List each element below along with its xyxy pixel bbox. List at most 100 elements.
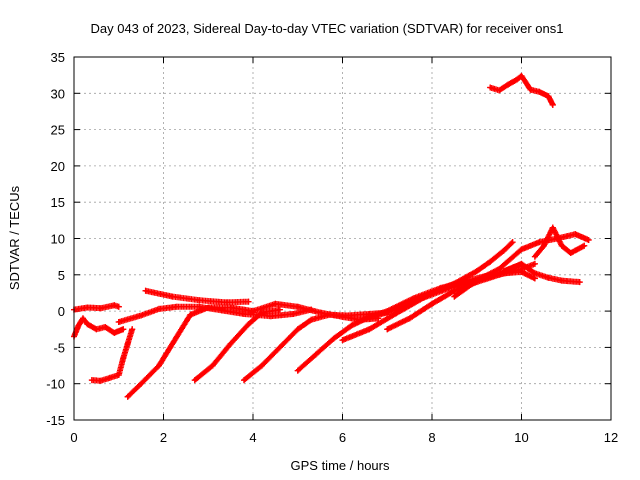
- data-point: [366, 326, 373, 333]
- x-tick-label: 0: [70, 430, 77, 445]
- y-tick-label: 30: [51, 86, 65, 101]
- data-point: [267, 313, 274, 320]
- data-point: [102, 324, 109, 331]
- data-point: [531, 260, 538, 267]
- data-point: [487, 273, 494, 280]
- data-point: [245, 321, 252, 328]
- data-point: [115, 303, 122, 310]
- series-markers: [384, 260, 538, 333]
- data-point: [361, 315, 368, 322]
- data-point: [581, 242, 588, 249]
- data-point: [196, 297, 203, 304]
- data-point: [290, 311, 297, 318]
- x-tick-label: 8: [428, 430, 435, 445]
- y-axis-label: SDTVAR / TECUs: [7, 185, 22, 290]
- data-point: [97, 377, 104, 384]
- grid-lines: [74, 57, 611, 420]
- data-point: [88, 377, 95, 384]
- series-markers: [88, 326, 136, 384]
- data-point: [536, 239, 543, 246]
- x-axis-label: GPS time / hours: [291, 458, 390, 473]
- y-tick-label: 5: [58, 268, 65, 283]
- x-tick-label: 2: [160, 430, 167, 445]
- data-point: [294, 303, 301, 310]
- data-point: [115, 371, 122, 378]
- series-markers: [124, 304, 256, 400]
- data-point: [84, 321, 91, 328]
- data-point: [294, 326, 301, 333]
- data-point: [558, 277, 565, 284]
- series-arc1: [71, 302, 122, 313]
- y-tick-label: -15: [46, 413, 65, 428]
- data-point: [384, 309, 391, 316]
- data-point: [156, 305, 163, 312]
- y-tick-label: 15: [51, 195, 65, 210]
- data-point: [138, 380, 145, 387]
- data-point: [545, 93, 552, 100]
- data-point: [218, 307, 225, 314]
- data-point: [312, 351, 319, 358]
- y-tick-label: 35: [51, 50, 65, 65]
- data-point: [111, 329, 118, 336]
- data-point: [241, 377, 248, 384]
- data-point: [187, 311, 194, 318]
- x-tick-label: 6: [339, 430, 346, 445]
- data-point: [384, 326, 391, 333]
- data-point: [518, 260, 525, 267]
- data-point: [241, 311, 248, 318]
- data-point: [272, 300, 279, 307]
- series-arc6: [115, 303, 315, 325]
- series-arc16: [531, 224, 588, 260]
- data-series: [71, 72, 592, 400]
- series-arc15: [487, 260, 583, 286]
- data-point: [79, 315, 86, 322]
- data-point: [106, 374, 113, 381]
- data-point: [129, 326, 136, 333]
- data-point: [111, 302, 118, 309]
- series-arc3: [88, 326, 136, 384]
- data-point: [527, 86, 534, 93]
- data-point: [124, 393, 131, 400]
- x-tick-label: 10: [514, 430, 528, 445]
- data-point: [505, 81, 512, 88]
- series-arc2: [71, 315, 127, 340]
- data-point: [540, 242, 547, 249]
- data-point: [173, 333, 180, 340]
- data-point: [120, 355, 127, 362]
- data-point: [518, 246, 525, 253]
- data-point: [308, 316, 315, 323]
- data-point: [75, 322, 82, 329]
- data-point: [549, 101, 556, 108]
- data-point: [209, 362, 216, 369]
- data-point: [124, 340, 131, 347]
- data-point: [500, 268, 507, 275]
- data-point: [509, 264, 516, 271]
- data-point: [509, 239, 516, 246]
- y-tick-label: 0: [58, 304, 65, 319]
- data-point: [487, 258, 494, 265]
- data-point: [84, 304, 91, 311]
- data-point: [406, 300, 413, 307]
- data-point: [518, 265, 525, 272]
- series-arc13: [384, 260, 538, 333]
- data-point: [518, 72, 525, 79]
- y-tick-label: -5: [53, 340, 65, 355]
- data-point: [196, 303, 203, 310]
- plot-frame: [73, 56, 612, 421]
- data-point: [451, 287, 458, 294]
- data-point: [451, 293, 458, 300]
- data-point: [572, 231, 579, 238]
- data-point: [227, 340, 234, 347]
- y-tick-label: 20: [51, 159, 65, 174]
- data-point: [473, 277, 480, 284]
- data-point: [276, 306, 283, 313]
- data-point: [93, 326, 100, 333]
- series-arc12: [361, 239, 516, 322]
- data-point: [558, 242, 565, 249]
- data-point: [536, 88, 543, 95]
- data-point: [339, 337, 346, 344]
- data-point: [115, 318, 122, 325]
- data-point: [142, 287, 149, 294]
- series-markers: [142, 287, 252, 306]
